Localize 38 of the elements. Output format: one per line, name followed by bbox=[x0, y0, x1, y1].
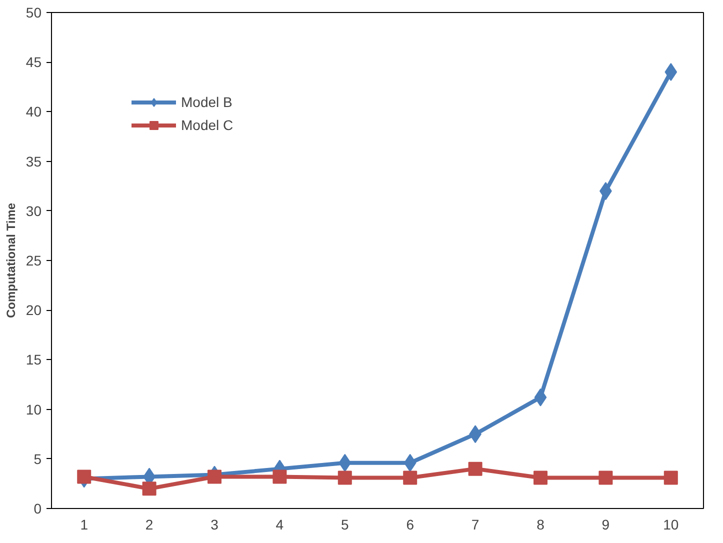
y-axis-title: Computational Time bbox=[4, 202, 18, 318]
x-tick-label: 6 bbox=[406, 516, 414, 532]
point bbox=[338, 454, 352, 472]
y-tick-label: 50 bbox=[26, 4, 42, 20]
x-tick-label: 7 bbox=[471, 516, 480, 532]
point bbox=[664, 63, 678, 82]
x-tick-label: 10 bbox=[663, 516, 679, 532]
point bbox=[598, 470, 613, 485]
legend-label: Model C bbox=[181, 117, 234, 133]
x-tick-label: 2 bbox=[145, 516, 154, 532]
point bbox=[272, 470, 287, 484]
point bbox=[338, 470, 352, 485]
x-tick-label: 5 bbox=[341, 516, 350, 532]
y-tick-label: 10 bbox=[26, 401, 42, 418]
y-tick-label: 0 bbox=[34, 500, 42, 516]
y-tick-label: 40 bbox=[26, 104, 42, 120]
point bbox=[142, 482, 156, 496]
y-tick-label: 20 bbox=[26, 302, 42, 318]
point bbox=[664, 470, 678, 485]
point bbox=[534, 470, 548, 485]
x-tick-label: 4 bbox=[276, 516, 284, 532]
x-tick-label: 9 bbox=[602, 516, 610, 532]
y-tick-label: 45 bbox=[26, 54, 42, 70]
y-tick-label: 25 bbox=[26, 252, 42, 268]
point bbox=[534, 388, 547, 406]
point bbox=[403, 470, 418, 485]
x-tick-label: 3 bbox=[210, 516, 219, 532]
y-tick-label: 5 bbox=[34, 450, 42, 467]
x-tick-label: 1 bbox=[80, 516, 88, 532]
point bbox=[77, 470, 92, 484]
x-tick-label: 8 bbox=[536, 516, 545, 532]
point bbox=[468, 462, 482, 476]
point bbox=[404, 454, 416, 472]
y-tick-label: 30 bbox=[26, 202, 42, 219]
y-tick-label: 15 bbox=[26, 352, 42, 368]
y-tick-label: 35 bbox=[26, 153, 42, 170]
point bbox=[208, 470, 222, 484]
legend-label: Model B bbox=[181, 94, 232, 110]
